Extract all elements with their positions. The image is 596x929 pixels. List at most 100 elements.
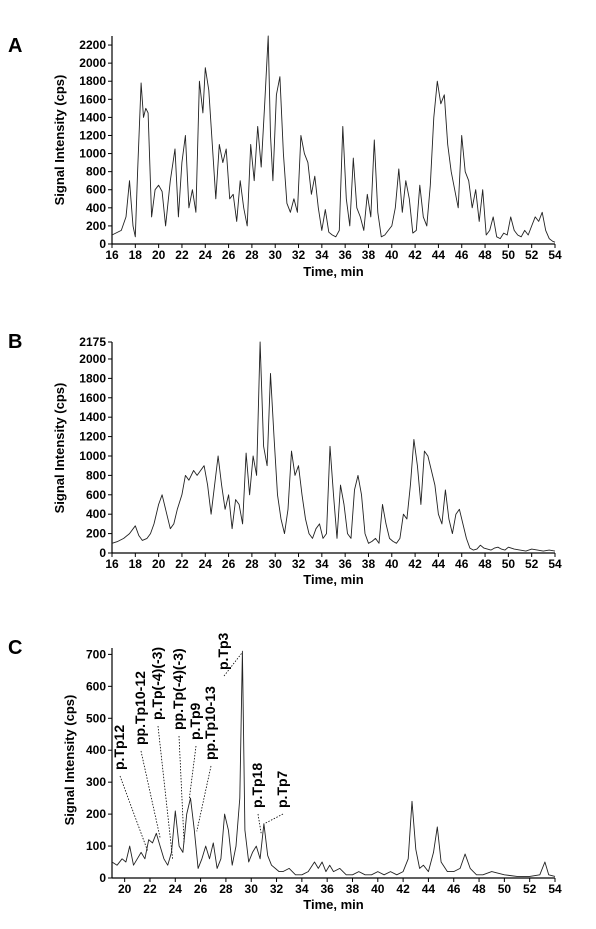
x-tick-label: 52 [523,882,537,896]
x-tick-label: 42 [396,882,410,896]
x-tick-label: 42 [408,248,422,262]
y-tick-label: 2200 [79,38,106,52]
annotation-leader [157,725,174,861]
annotation-leader [178,735,185,845]
x-tick-label: 32 [270,882,284,896]
x-tick-label: 18 [129,557,143,571]
x-axis-title: Time, min [303,572,364,587]
x-tick-label: 50 [502,557,516,571]
x-tick-label: 16 [105,557,119,571]
y-tick-label: 400 [86,201,106,215]
panel-letter: C [8,637,22,659]
x-tick-label: 24 [199,557,213,571]
annotation-leader [196,765,212,832]
annotation-label: pp.Tp10-13 [202,686,218,760]
x-tick-label: 40 [385,248,399,262]
y-tick-label: 200 [86,219,106,233]
x-tick-label: 46 [455,248,469,262]
y-axis-title: Signal Intensity (cps) [52,383,67,514]
x-tick-label: 22 [143,882,157,896]
x-tick-label: 38 [362,248,376,262]
x-tick-label: 44 [432,557,446,571]
x-tick-label: 26 [194,882,208,896]
y-tick-label: 2000 [79,56,106,70]
x-tick-label: 32 [292,248,306,262]
x-tick-label: 48 [478,248,492,262]
x-tick-label: 28 [245,557,259,571]
annotation-label: p.Tp(-4)(-3) [149,647,165,720]
annotation-label: pp.Tp(-4)(-3) [170,648,186,730]
x-tick-label: 28 [245,248,259,262]
x-tick-label: 30 [245,882,259,896]
y-tick-label: 1400 [79,410,106,424]
annotation-leader [257,813,262,835]
y-tick-label: 400 [86,743,106,757]
y-tick-label: 0 [99,237,106,251]
y-tick-label: 600 [86,679,106,693]
x-tick-label: 50 [502,248,516,262]
y-tick-label: 600 [86,183,106,197]
annotation-leader [140,750,161,838]
y-tick-label: 500 [86,711,106,725]
x-axis-title: Time, min [303,897,364,912]
x-tick-label: 44 [432,248,446,262]
panel-letter: B [8,331,22,353]
series-line [111,650,556,877]
y-tick-label: 2175 [79,335,106,349]
annotation-leader [223,652,243,677]
x-tick-label: 52 [525,248,539,262]
y-tick-label: 1800 [79,371,106,385]
y-tick-label: 300 [86,775,106,789]
y-tick-label: 400 [86,507,106,521]
series-line [111,341,556,552]
annotation-label: p.Tp3 [215,632,231,670]
y-tick-label: 600 [86,488,106,502]
x-tick-label: 38 [362,557,376,571]
x-tick-label: 54 [548,557,562,571]
y-tick-label: 1200 [79,128,106,142]
y-tick-label: 1400 [79,110,106,124]
x-tick-label: 28 [219,882,233,896]
x-tick-label: 40 [385,557,399,571]
annotation-label: p.Tp18 [249,763,265,808]
annotation-leader [264,813,284,824]
y-tick-label: 700 [86,647,106,661]
y-tick-label: 100 [86,839,106,853]
y-tick-label: 1600 [79,92,106,106]
x-tick-label: 38 [346,882,360,896]
x-tick-label: 46 [447,882,461,896]
annotation-leader [119,775,148,851]
x-tick-label: 22 [175,557,189,571]
x-tick-label: 50 [498,882,512,896]
y-tick-label: 800 [86,468,106,482]
y-tick-label: 1000 [79,449,106,463]
x-tick-label: 16 [105,248,119,262]
y-tick-label: 0 [99,871,106,885]
x-tick-label: 32 [292,557,306,571]
x-tick-label: 40 [371,882,385,896]
y-tick-label: 200 [86,807,106,821]
x-tick-label: 24 [199,248,213,262]
series-line [111,35,556,243]
y-tick-label: 2000 [79,352,106,366]
annotation-label: p.Tp12 [111,725,127,770]
x-tick-label: 20 [118,882,132,896]
x-tick-label: 30 [269,248,283,262]
x-tick-label: 26 [222,248,236,262]
x-tick-label: 42 [408,557,422,571]
y-tick-label: 1600 [79,391,106,405]
x-tick-label: 46 [455,557,469,571]
y-tick-label: 1200 [79,430,106,444]
annotation-leader [188,745,197,800]
x-tick-label: 18 [129,248,143,262]
annotation-label: p.Tp7 [274,770,290,808]
x-tick-label: 22 [175,248,189,262]
x-axis-title: Time, min [303,264,364,279]
panel-letter: A [8,35,22,57]
y-tick-label: 200 [86,527,106,541]
chart-panel-a: A 0 200 400 600 800 1000 1200 1400 1600 1800 2000 22… [8,35,562,279]
x-tick-label: 36 [338,248,352,262]
x-tick-label: 54 [548,248,562,262]
x-tick-label: 34 [315,557,329,571]
